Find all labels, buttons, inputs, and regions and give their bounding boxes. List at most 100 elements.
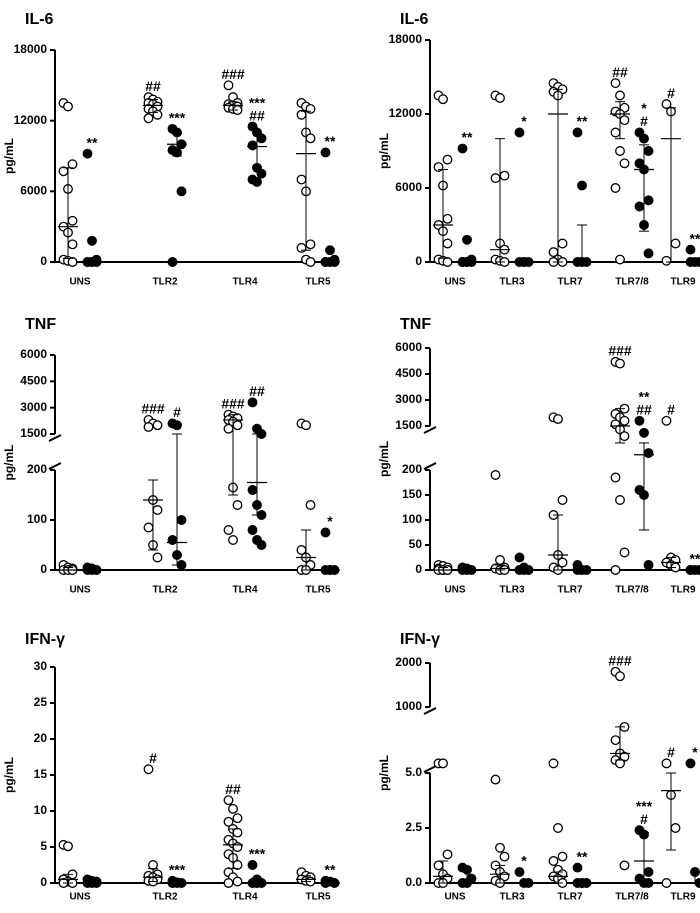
- axis-break: [423, 462, 437, 470]
- data-point: [305, 239, 316, 250]
- data-point: [557, 851, 568, 862]
- y-tick-label: 3000: [20, 400, 47, 414]
- y-axis-label: pg/mL: [2, 138, 16, 174]
- y-tick-label: 6000: [20, 347, 47, 361]
- axis-break: [423, 426, 437, 434]
- data-point: [228, 535, 238, 545]
- chart-title: IFN-γ: [25, 631, 65, 648]
- data-point: [619, 415, 630, 426]
- data-point: [615, 358, 625, 369]
- data-point: [152, 505, 163, 515]
- data-point: [176, 515, 187, 525]
- data-point: [232, 860, 243, 870]
- annotation: *: [521, 853, 527, 869]
- data-point: [305, 133, 316, 144]
- x-tick-label: TLR7/8: [615, 892, 649, 903]
- data-point: [442, 238, 453, 249]
- x-tick-label: TLR2: [153, 892, 178, 903]
- annotation: ***: [636, 798, 653, 814]
- panel: TNF pg/mL 0 50 100 150 200 1500 3000 4500 6000 UNS T…: [377, 316, 700, 596]
- data-point: [252, 176, 262, 187]
- data-point: [557, 238, 568, 249]
- annotation: **: [577, 113, 588, 129]
- data-point: [296, 109, 307, 120]
- annotation: #: [667, 85, 675, 101]
- x-tick-label: TLR4: [233, 585, 258, 596]
- annotation: ***: [249, 846, 266, 862]
- data-point: [256, 168, 267, 179]
- x-tick-label: TLR9: [671, 585, 696, 596]
- data-point: [143, 422, 154, 432]
- x-tick-label: TLR9: [671, 892, 696, 903]
- data-point: [548, 758, 559, 769]
- x-tick-label: TLR2: [153, 585, 178, 596]
- data-point: [615, 495, 625, 505]
- annotation: **: [462, 129, 473, 145]
- data-point: [442, 257, 453, 267]
- y-tick-label: 12000: [14, 113, 48, 127]
- data-point: [442, 849, 453, 860]
- data-point: [490, 470, 501, 480]
- data-point: [457, 143, 468, 154]
- data-point: [619, 547, 630, 558]
- axis-break: [48, 434, 62, 442]
- y-tick-label: 200: [27, 462, 47, 476]
- annotation: ##: [249, 107, 265, 123]
- data-point: [643, 867, 654, 877]
- y-tick-label: 0: [415, 254, 422, 268]
- annotation: ***: [169, 110, 186, 126]
- x-tick-label: UNS: [444, 277, 465, 288]
- y-tick-label: 100: [402, 512, 422, 526]
- data-point: [619, 860, 630, 871]
- y-tick-label: 6000: [395, 340, 422, 354]
- y-tick-label: 4500: [20, 374, 47, 388]
- chart-title: TNF: [400, 316, 431, 333]
- annotation: *: [692, 744, 698, 760]
- y-tick-label: 0: [40, 875, 47, 889]
- x-tick-label: UNS: [444, 892, 465, 903]
- data-point: [572, 862, 583, 873]
- panel: TNF pg/mL 0 100 200 1500 3000 4500 6000 UNS TLR2 TL…: [2, 316, 340, 596]
- data-point: [87, 235, 97, 246]
- annotation: **: [690, 551, 700, 567]
- annotation: ##: [145, 78, 161, 94]
- data-point: [670, 238, 681, 249]
- y-tick-label: 0.0: [405, 875, 422, 889]
- y-axis-label: pg/mL: [2, 445, 16, 481]
- data-point: [232, 500, 243, 510]
- data-point: [247, 397, 258, 408]
- data-point: [643, 448, 654, 459]
- data-point: [67, 239, 78, 250]
- y-tick-label: 2.5: [405, 820, 422, 834]
- annotation: *: [641, 100, 647, 116]
- data-point: [256, 133, 267, 144]
- panel: IFN-γ pg/mL 0.0 2.5 5.0 1000 2000 UNS TLR3 TLR7 TL…: [377, 631, 700, 903]
- y-tick-label: 1000: [395, 699, 422, 713]
- data-point: [514, 552, 525, 563]
- y-tick-label: 12000: [389, 106, 423, 120]
- panel: IL-6 pg/mL 0 6000 12000 18000 UNS TLR2 TLR4 TLR5 #…: [2, 11, 340, 288]
- y-axis-label: pg/mL: [2, 757, 16, 793]
- x-tick-label: TLR4: [233, 277, 258, 288]
- data-point: [495, 555, 505, 565]
- y-axis-label: pg/mL: [377, 133, 391, 169]
- data-point: [63, 101, 73, 112]
- y-tick-label: 2000: [395, 655, 422, 669]
- data-point: [610, 78, 621, 89]
- x-tick-label: TLR5: [306, 277, 331, 288]
- y-tick-label: 100: [27, 512, 47, 526]
- annotation: ***: [249, 94, 266, 110]
- data-point: [490, 774, 501, 785]
- y-tick-label: 25: [34, 695, 48, 709]
- data-point: [610, 565, 621, 575]
- annotation: #: [640, 113, 648, 129]
- x-tick-label: UNS: [444, 585, 465, 596]
- data-point: [572, 127, 583, 138]
- data-point: [661, 99, 672, 110]
- annotation: ***: [169, 862, 186, 878]
- data-point: [305, 257, 316, 267]
- annotation: **: [325, 133, 336, 149]
- x-tick-label: TLR2: [153, 277, 178, 288]
- axis-break: [423, 765, 437, 773]
- y-tick-label: 1500: [395, 418, 422, 432]
